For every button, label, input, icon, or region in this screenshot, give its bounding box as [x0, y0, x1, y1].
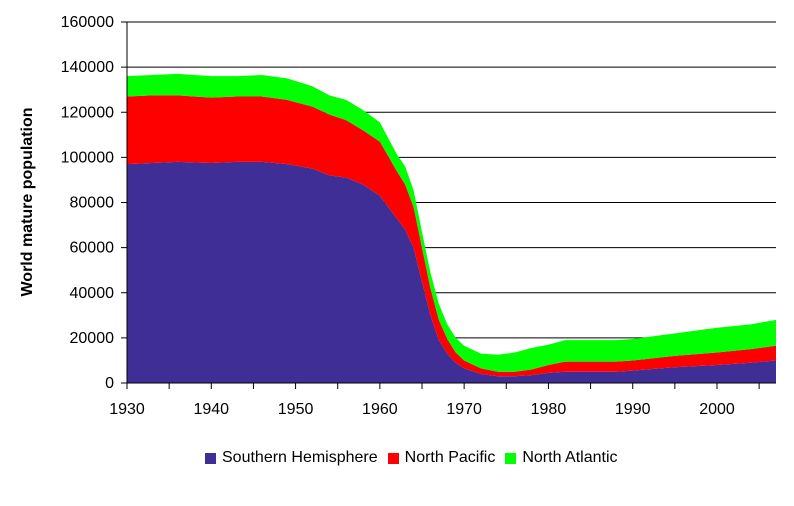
legend-item: North Pacific	[387, 449, 496, 467]
y-axis-title: World mature population	[19, 107, 36, 296]
y-tick-label: 100000	[61, 149, 114, 166]
axes	[121, 21, 776, 389]
x-tick-label: 1990	[615, 401, 651, 418]
x-tick-label: 1980	[531, 401, 567, 418]
legend-item: North Atlantic	[505, 449, 618, 467]
series-north-atlantic-area	[127, 73, 776, 372]
legend-swatch	[205, 452, 216, 464]
y-tick-label: 40000	[70, 285, 115, 302]
x-tick-label: 1950	[278, 401, 314, 418]
legend-swatch	[505, 452, 517, 464]
legend-label: North Pacific	[404, 449, 496, 466]
x-tick-label: 2000	[699, 401, 735, 418]
y-tick-label: 0	[105, 375, 114, 392]
x-tick-label: 1960	[362, 401, 398, 418]
y-tick-label: 60000	[70, 240, 115, 257]
legend-label: Southern Hemisphere	[222, 449, 378, 466]
x-tick-label: 1970	[446, 401, 482, 418]
plot-areas	[127, 73, 776, 383]
legend: Southern Hemisphere North Pacific North At…	[205, 449, 628, 467]
legend-item: Southern Hemisphere	[205, 449, 378, 467]
tick-labels: 0 20000 40000 60000 80000 100000 120000 140000 1…	[61, 14, 735, 418]
legend-swatch	[387, 452, 399, 464]
y-tick-label: 20000	[70, 330, 115, 347]
series-north-pacific-area	[127, 95, 776, 377]
legend-label: North Atlantic	[522, 449, 618, 466]
y-tick-label: 120000	[61, 104, 114, 121]
x-tick-label: 1940	[193, 401, 229, 418]
y-tick-label: 160000	[61, 14, 114, 31]
x-tick-label: 1930	[109, 401, 145, 418]
y-tick-label: 140000	[61, 59, 114, 76]
y-tick-label: 80000	[70, 195, 115, 212]
series-southern-hemisphere-area	[127, 161, 776, 383]
